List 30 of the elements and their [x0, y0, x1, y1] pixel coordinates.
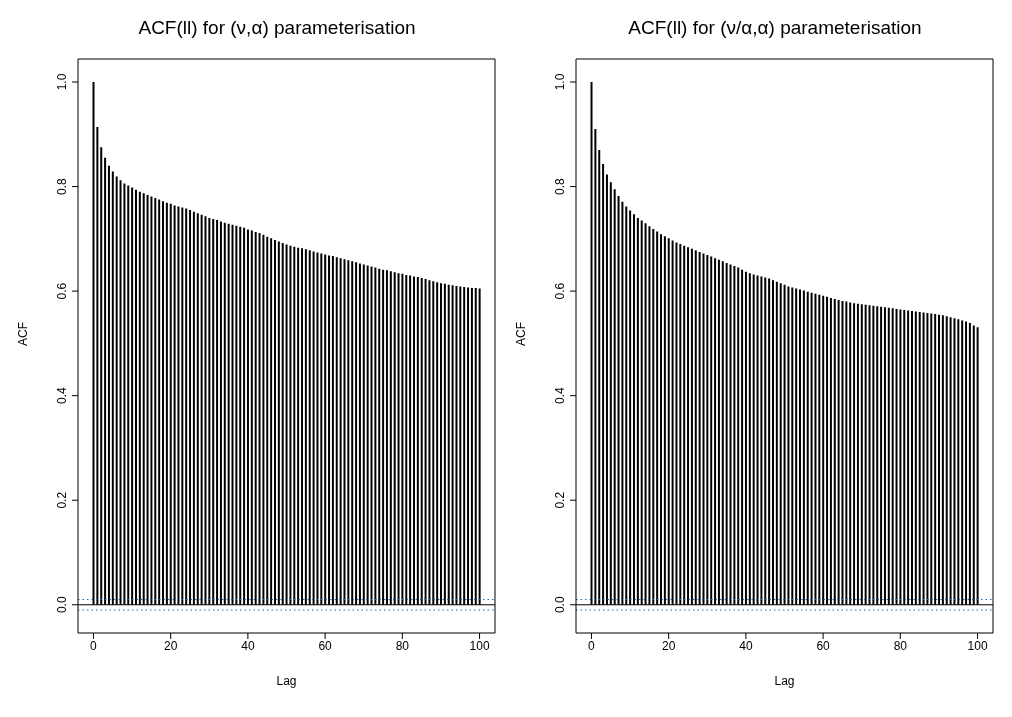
x-tick-label: 40: [739, 638, 753, 653]
x-tick-label: 100: [967, 638, 988, 653]
x-tick-label: 60: [816, 638, 831, 653]
y-tick-label: 0.6: [553, 282, 567, 300]
x-tick-label: 20: [163, 638, 178, 653]
y-tick-label: 0.4: [553, 387, 567, 405]
chart-title: ACF(ll) for (ν/α,α) parameterisation: [627, 16, 923, 40]
y-tick-label: 1.0: [55, 73, 69, 91]
x-tick-label: 0: [588, 638, 596, 653]
y-tick-label: 0.8: [55, 177, 69, 195]
y-tick-label: 0.0: [553, 596, 567, 614]
x-tick-label: 100: [469, 638, 490, 653]
y-tick-label: 1.0: [553, 73, 567, 91]
y-tick-label: 0.0: [55, 596, 69, 614]
y-axis-title: ACF: [514, 322, 529, 346]
y-tick-label: 0.2: [553, 491, 567, 509]
chart-title: ACF(ll) for (ν,α) parameterisation: [137, 16, 417, 40]
x-tick-label: 80: [395, 638, 410, 653]
y-tick-label: 0.8: [553, 177, 567, 195]
x-tick-label: 60: [318, 638, 333, 653]
x-axis-title: Lag: [276, 674, 297, 688]
y-tick-label: 0.4: [55, 387, 69, 405]
x-tick-label: 80: [893, 638, 908, 653]
y-axis-title: ACF: [16, 322, 31, 346]
y-tick-label: 0.6: [55, 282, 69, 300]
x-tick-label: 40: [241, 638, 255, 653]
x-tick-label: 0: [90, 638, 98, 653]
x-tick-label: 20: [661, 638, 676, 653]
y-tick-label: 0.2: [55, 491, 69, 509]
x-axis-title: Lag: [774, 674, 795, 688]
